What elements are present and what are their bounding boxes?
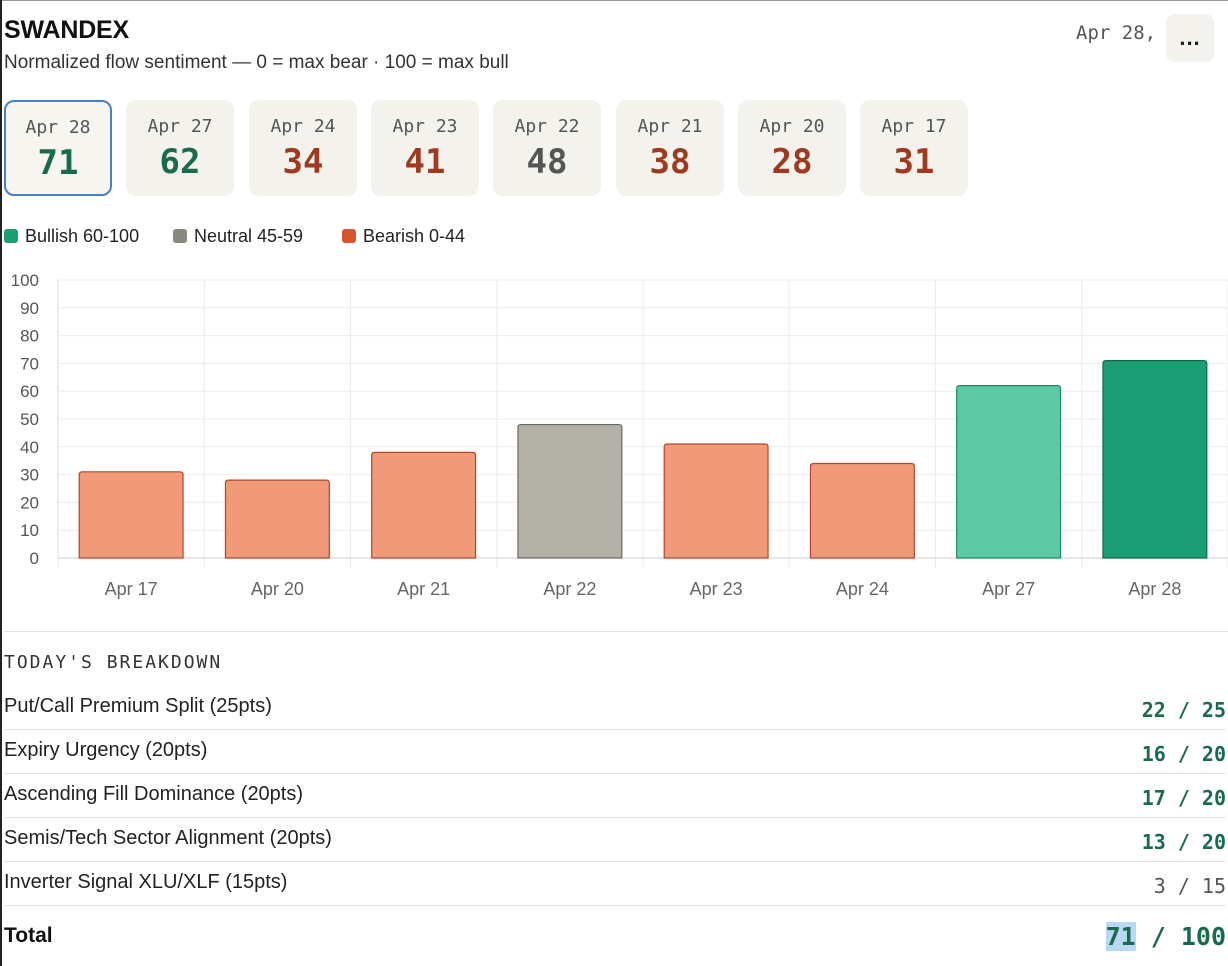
total-max: / 100: [1135, 922, 1226, 951]
legend-swatch: [342, 229, 356, 243]
y-tick-label: 80: [20, 327, 39, 346]
day-card-date: Apr 24: [270, 116, 336, 137]
breakdown-title: TODAY'S BREAKDOWN: [4, 652, 223, 673]
breakdown-row-value: 16 / 20: [1141, 742, 1226, 766]
y-tick-label: 40: [20, 438, 39, 457]
legend-swatch: [173, 229, 187, 243]
legend-label: Bullish 60-100: [25, 226, 140, 246]
legend-item-bearish: Bearish 0-44: [342, 226, 465, 247]
y-tick-label: 20: [20, 493, 39, 512]
x-tick-label: Apr 22: [543, 579, 596, 599]
breakdown-row-value: 22 / 25: [1141, 698, 1226, 722]
more-dots-icon: ...: [1179, 25, 1201, 50]
bar-apr-20: [224, 479, 330, 559]
breakdown-row-label: Inverter Signal XLU/XLF (15pts): [4, 871, 288, 893]
bar-apr-28: [1102, 360, 1208, 559]
day-card-apr-21[interactable]: Apr 21 38: [616, 100, 724, 196]
y-tick-label: 0: [30, 549, 39, 568]
window-left-edge: [0, 0, 2, 966]
day-card-date: Apr 17: [881, 116, 947, 137]
day-card-apr-24[interactable]: Apr 24 34: [249, 100, 357, 196]
total-value: 71 / 100: [1105, 922, 1226, 951]
y-tick-label: 30: [20, 466, 39, 485]
legend-item-bullish: Bullish 60-100: [4, 226, 139, 247]
y-tick-label: 60: [20, 382, 39, 401]
breakdown-row-label: Ascending Fill Dominance (20pts): [4, 783, 304, 805]
day-card-score: 28: [771, 142, 813, 182]
bar-apr-17: [78, 471, 184, 559]
day-card-date: Apr 21: [637, 116, 703, 137]
header: SWANDEX Normalized flow sentiment — 0 = …: [4, 14, 1224, 84]
day-card-score: 41: [404, 142, 446, 182]
sentiment-bar-chart: 0 10 20 30 40 50 60 70 80 90 100 Apr 17 Apr 20 Apr 21…: [11, 271, 1228, 599]
total-row: Total 71 / 100: [4, 906, 1226, 962]
day-card-date: Apr 23: [392, 116, 458, 137]
day-card-date: Apr 22: [514, 116, 580, 137]
breakdown-row-label: Expiry Urgency (20pts): [4, 739, 208, 761]
x-tick-label: Apr 17: [105, 579, 158, 599]
day-card-date: Apr 27: [147, 116, 213, 137]
legend-item-neutral: Neutral 45-59: [173, 226, 303, 247]
x-tick-label: Apr 27: [982, 579, 1035, 599]
day-card-score: 62: [159, 142, 201, 182]
bar-apr-27: [956, 385, 1062, 559]
x-tick-label: Apr 28: [1128, 579, 1181, 599]
day-card-score: 34: [282, 142, 324, 182]
bar-apr-24: [809, 462, 915, 559]
bar-apr-22: [517, 423, 623, 559]
breakdown-row-value: 3 / 15: [1153, 874, 1226, 898]
section-divider: [4, 631, 1228, 632]
breakdown-row: Put/Call Premium Split (25pts) 22 / 25: [4, 686, 1226, 730]
day-card-apr-28[interactable]: Apr 28 71: [4, 100, 112, 196]
x-tick-label: Apr 20: [251, 579, 304, 599]
y-tick-label: 10: [20, 521, 39, 540]
day-card-apr-20[interactable]: Apr 20 28: [738, 100, 846, 196]
day-card-score: 38: [649, 142, 691, 182]
breakdown-row: Semis/Tech Sector Alignment (20pts) 13 / …: [4, 818, 1226, 862]
day-card-apr-23[interactable]: Apr 23 41: [371, 100, 479, 196]
total-score[interactable]: 71: [1105, 922, 1136, 951]
bar-apr-21: [371, 451, 477, 559]
bar-apr-23: [663, 443, 769, 559]
breakdown-row-value: 17 / 20: [1141, 786, 1226, 810]
y-tick-label: 70: [20, 354, 39, 373]
y-tick-label: 100: [11, 271, 39, 290]
y-tick-label: 50: [20, 410, 39, 429]
breakdown-row: Ascending Fill Dominance (20pts) 17 / 20: [4, 774, 1226, 818]
window-top-edge: [0, 0, 1228, 1]
breakdown-section: TODAY'S BREAKDOWN Put/Call Premium Split…: [4, 652, 1226, 962]
timestamp: Apr 28, 6: [1076, 22, 1179, 44]
day-card-date: Apr 28: [25, 117, 91, 138]
x-tick-label: Apr 23: [690, 579, 743, 599]
total-label: Total: [4, 924, 53, 947]
page-title: SWANDEX: [4, 16, 130, 44]
legend-swatch: [4, 229, 18, 243]
day-card-score: 48: [526, 142, 568, 182]
legend-label: Bearish 0-44: [363, 226, 466, 246]
breakdown-row-label: Put/Call Premium Split (25pts): [4, 695, 272, 717]
x-tick-label: Apr 21: [397, 579, 450, 599]
breakdown-row-value: 13 / 20: [1141, 830, 1226, 854]
day-card-apr-22[interactable]: Apr 22 48: [493, 100, 601, 196]
more-options-button[interactable]: ...: [1166, 14, 1214, 62]
breakdown-row: Expiry Urgency (20pts) 16 / 20: [4, 730, 1226, 774]
legend-label: Neutral 45-59: [194, 226, 304, 246]
y-tick-label: 90: [20, 299, 39, 318]
day-card-date: Apr 20: [759, 116, 825, 137]
day-card-apr-17[interactable]: Apr 17 31: [860, 100, 968, 196]
breakdown-row: Inverter Signal XLU/XLF (15pts) 3 / 15: [4, 862, 1226, 906]
x-tick-label: Apr 24: [836, 579, 889, 599]
page-subtitle: Normalized flow sentiment — 0 = max bear…: [4, 52, 509, 73]
breakdown-row-label: Semis/Tech Sector Alignment (20pts): [4, 827, 332, 849]
day-card-score: 31: [893, 142, 935, 182]
day-card-apr-27[interactable]: Apr 27 62: [126, 100, 234, 196]
day-card-strip: Apr 28 71 Apr 27 62 Apr 24 34 Apr 23 41 Apr 22 48…: [4, 100, 1004, 198]
day-card-score: 71: [37, 143, 79, 183]
breakdown-rows: Put/Call Premium Split (25pts) 22 / 25 Exp…: [4, 686, 1226, 906]
